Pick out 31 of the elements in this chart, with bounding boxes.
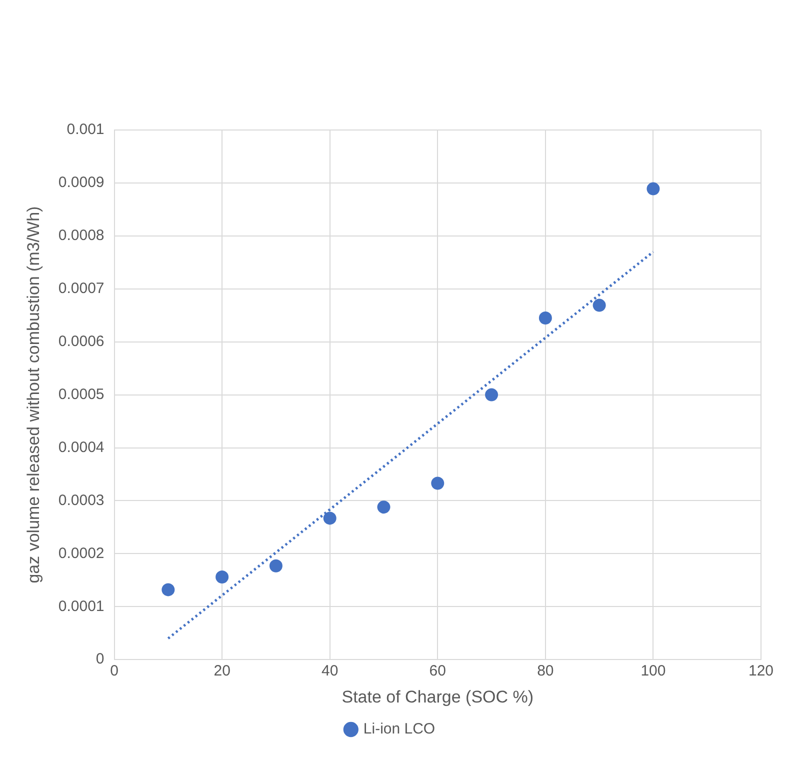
y-axis-title: gaz volume released without combustion (m3/Wh) bbox=[24, 206, 43, 584]
y-tick-label: 0.0006 bbox=[58, 332, 104, 350]
y-tick-label: 0.0008 bbox=[58, 227, 104, 244]
point bbox=[538, 312, 552, 325]
y-tick-label: 0.0001 bbox=[58, 598, 104, 615]
x-tick-label: 120 bbox=[748, 662, 774, 680]
legend-label: Li-ion LCO bbox=[363, 720, 436, 738]
y-tick-label: 0.0004 bbox=[58, 438, 104, 456]
point bbox=[162, 583, 175, 596]
y-tick-label: 0 bbox=[96, 650, 104, 668]
y-tick-label: 0.0003 bbox=[58, 492, 104, 509]
x-axis-title: State of Charge (SOC %) bbox=[342, 687, 534, 706]
point bbox=[216, 570, 229, 584]
y-tick-label: 0.001 bbox=[66, 121, 104, 138]
point bbox=[592, 298, 606, 312]
y-tick-label: 0.0009 bbox=[58, 174, 104, 192]
point bbox=[431, 476, 444, 490]
y-tick-label: 0.0002 bbox=[58, 544, 104, 562]
x-tick-label: 0 bbox=[110, 662, 118, 680]
point bbox=[646, 182, 660, 196]
point bbox=[269, 559, 282, 572]
point bbox=[485, 388, 498, 402]
y-tick-label: 0.0007 bbox=[58, 280, 104, 298]
point bbox=[323, 512, 336, 525]
x-tick-label: 100 bbox=[640, 662, 666, 680]
y-tick-label: 0.0005 bbox=[58, 386, 104, 403]
x-tick-label: 40 bbox=[322, 662, 338, 680]
x-tick-label: 80 bbox=[537, 662, 554, 680]
x-tick-label: 60 bbox=[429, 662, 446, 680]
point bbox=[377, 500, 390, 514]
x-tick-label: 20 bbox=[214, 662, 230, 680]
